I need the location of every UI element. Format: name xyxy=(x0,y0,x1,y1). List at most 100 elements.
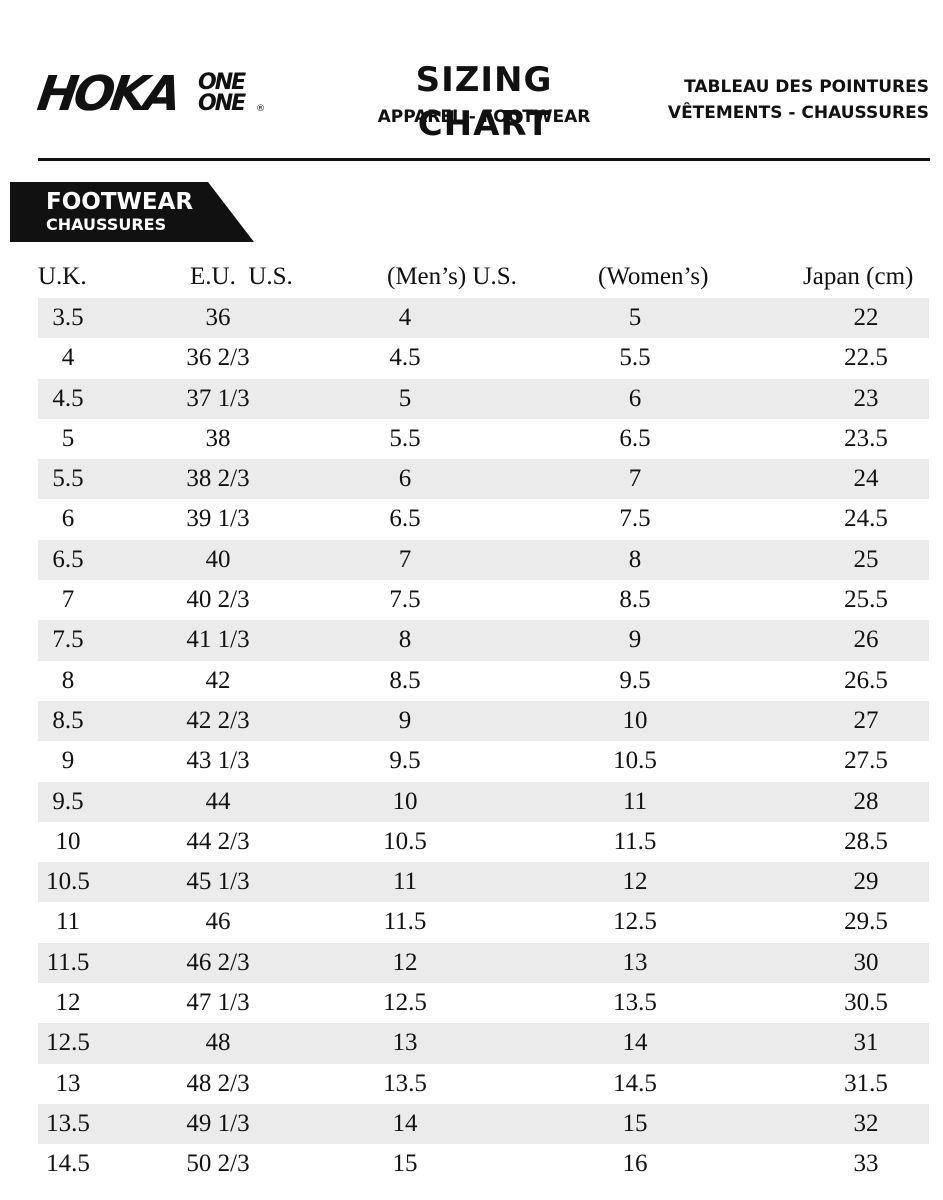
cell-men-us: 10 xyxy=(392,787,418,815)
section-banner: FOOTWEAR CHAUSSURES xyxy=(10,182,254,242)
cell-women-us: 12 xyxy=(622,868,648,896)
cell-men-us: 15 xyxy=(392,1150,418,1178)
cell-women-us: 10.5 xyxy=(613,747,657,775)
cell-japan: 28 xyxy=(853,787,879,815)
cell-women-us: 14 xyxy=(622,1029,648,1057)
cell-women-us: 11.5 xyxy=(613,827,657,855)
cell-women-us: 15 xyxy=(622,1109,648,1137)
table-row: 10 44 2/3 10.5 11.5 28.5 xyxy=(38,822,929,862)
logo-stack-top: ONE xyxy=(198,70,246,95)
cell-men-us: 4.5 xyxy=(389,344,421,372)
french-title: TABLEAU DES POINTURES xyxy=(684,77,929,97)
cell-men-us: 7.5 xyxy=(389,586,421,614)
registered-mark: ® xyxy=(256,104,265,114)
cell-japan: 31 xyxy=(853,1029,879,1057)
cell-uk: 9 xyxy=(61,747,75,775)
table-row: 7 40 2/3 7.5 8.5 25.5 xyxy=(38,580,929,620)
cell-japan: 25 xyxy=(853,545,879,573)
cell-uk: 3.5 xyxy=(52,304,84,331)
logo-stack: ONE ONE xyxy=(198,70,246,116)
table-row: 7.5 41 1/3 8 9 26 xyxy=(38,620,929,661)
cell-eu: 50 2/3 xyxy=(186,1150,250,1178)
cell-men-us: 7 xyxy=(398,545,412,573)
cell-eu: 42 2/3 xyxy=(186,706,250,734)
cell-women-us: 6.5 xyxy=(619,424,651,452)
cell-japan: 23 xyxy=(853,384,879,412)
table-row: 8 42 8.5 9.5 26.5 xyxy=(38,661,929,701)
cell-women-us: 7 xyxy=(628,465,642,493)
cell-eu: 48 2/3 xyxy=(186,1069,250,1097)
cell-women-us: 13 xyxy=(622,948,648,976)
cell-japan: 27 xyxy=(853,706,879,734)
table-row: 12.5 48 13 14 31 xyxy=(38,1023,929,1064)
cell-women-us: 16 xyxy=(622,1150,648,1178)
cell-uk: 14.5 xyxy=(46,1150,90,1178)
cell-men-us: 12.5 xyxy=(383,989,427,1017)
cell-eu: 45 1/3 xyxy=(186,868,250,896)
cell-women-us: 8.5 xyxy=(619,586,651,614)
cell-men-us: 8.5 xyxy=(389,666,421,694)
page-subtitle: APPAREL - FOOTWEAR xyxy=(377,107,591,127)
table-row: 14.5 50 2/3 15 16 33 xyxy=(38,1144,929,1184)
cell-eu: 40 2/3 xyxy=(186,586,250,614)
table-row: 8.5 42 2/3 9 10 27 xyxy=(38,700,929,742)
cell-women-us: 11 xyxy=(622,787,648,815)
cell-uk: 13 xyxy=(55,1069,81,1097)
cell-eu: 44 xyxy=(205,787,231,815)
section-subtitle: CHAUSSURES xyxy=(46,215,167,234)
size-table: 3.5 36 4 5 22 4 36 2/3 4.5 5.5 22.5 4.5 37 1/3 5 6 23 5… xyxy=(38,298,929,1185)
cell-women-us: 12.5 xyxy=(613,908,657,936)
cell-japan: 24.5 xyxy=(844,505,888,533)
cell-men-us: 13 xyxy=(392,1029,418,1057)
table-row: 11.5 46 2/3 12 13 30 xyxy=(38,942,929,984)
cell-eu: 44 2/3 xyxy=(186,827,250,855)
cell-men-us: 11.5 xyxy=(383,908,427,936)
cell-eu: 46 xyxy=(205,908,231,936)
table-row: 5.5 38 2/3 6 7 24 xyxy=(38,459,929,500)
table-row: 4 36 2/3 4.5 5.5 22.5 xyxy=(38,338,929,378)
cell-uk: 11.5 xyxy=(46,948,90,976)
cell-uk: 7 xyxy=(61,586,75,614)
cell-eu: 36 2/3 xyxy=(186,344,250,372)
cell-men-us: 8 xyxy=(398,626,412,654)
cell-men-us: 12 xyxy=(392,948,418,976)
cell-japan: 24 xyxy=(853,465,879,493)
cell-japan: 26 xyxy=(853,626,879,654)
cell-men-us: 6 xyxy=(398,465,412,493)
french-subtitle: VÊTEMENTS - CHAUSSURES xyxy=(667,103,929,123)
cell-uk: 12 xyxy=(55,989,81,1017)
banner-shape xyxy=(10,182,254,242)
cell-women-us: 6 xyxy=(628,384,642,412)
cell-japan: 26.5 xyxy=(844,666,888,694)
cell-eu: 49 1/3 xyxy=(186,1109,250,1137)
cell-japan: 28.5 xyxy=(844,827,888,855)
cell-uk: 6 xyxy=(61,505,75,533)
table-row: 13.5 49 1/3 14 15 32 xyxy=(38,1103,929,1145)
table-row: 6 39 1/3 6.5 7.5 24.5 xyxy=(38,499,929,539)
cell-uk: 6.5 xyxy=(52,545,84,573)
cell-eu: 43 1/3 xyxy=(186,747,250,775)
cell-uk: 5 xyxy=(61,424,75,452)
table-row: 12 47 1/3 12.5 13.5 30.5 xyxy=(38,983,929,1023)
table-row: 10.5 45 1/3 11 12 29 xyxy=(38,862,929,903)
cell-japan: 33 xyxy=(853,1150,879,1178)
cell-men-us: 9.5 xyxy=(389,747,421,775)
cell-uk: 8.5 xyxy=(52,706,84,734)
cell-men-us: 5.5 xyxy=(389,424,421,452)
header-men: (Men’s) U.S. xyxy=(387,263,517,290)
cell-uk: 4.5 xyxy=(52,384,84,412)
cell-eu: 38 2/3 xyxy=(186,465,250,493)
header-uk: U.K. xyxy=(38,263,87,290)
brand-logo: HOKA ONE ONE ® xyxy=(34,66,268,122)
cell-eu: 47 1/3 xyxy=(186,989,250,1017)
cell-japan: 25.5 xyxy=(844,586,888,614)
page-title: SIZING CHART xyxy=(415,60,553,144)
cell-japan: 22.5 xyxy=(844,344,888,372)
cell-men-us: 9 xyxy=(398,706,412,734)
table-row: 5 38 5.5 6.5 23.5 xyxy=(38,419,929,459)
cell-men-us: 6.5 xyxy=(389,505,421,533)
cell-eu: 46 2/3 xyxy=(186,948,250,976)
cell-uk: 8 xyxy=(61,666,75,694)
cell-uk: 7.5 xyxy=(52,626,84,654)
logo-stack-bottom: ONE xyxy=(198,91,246,116)
